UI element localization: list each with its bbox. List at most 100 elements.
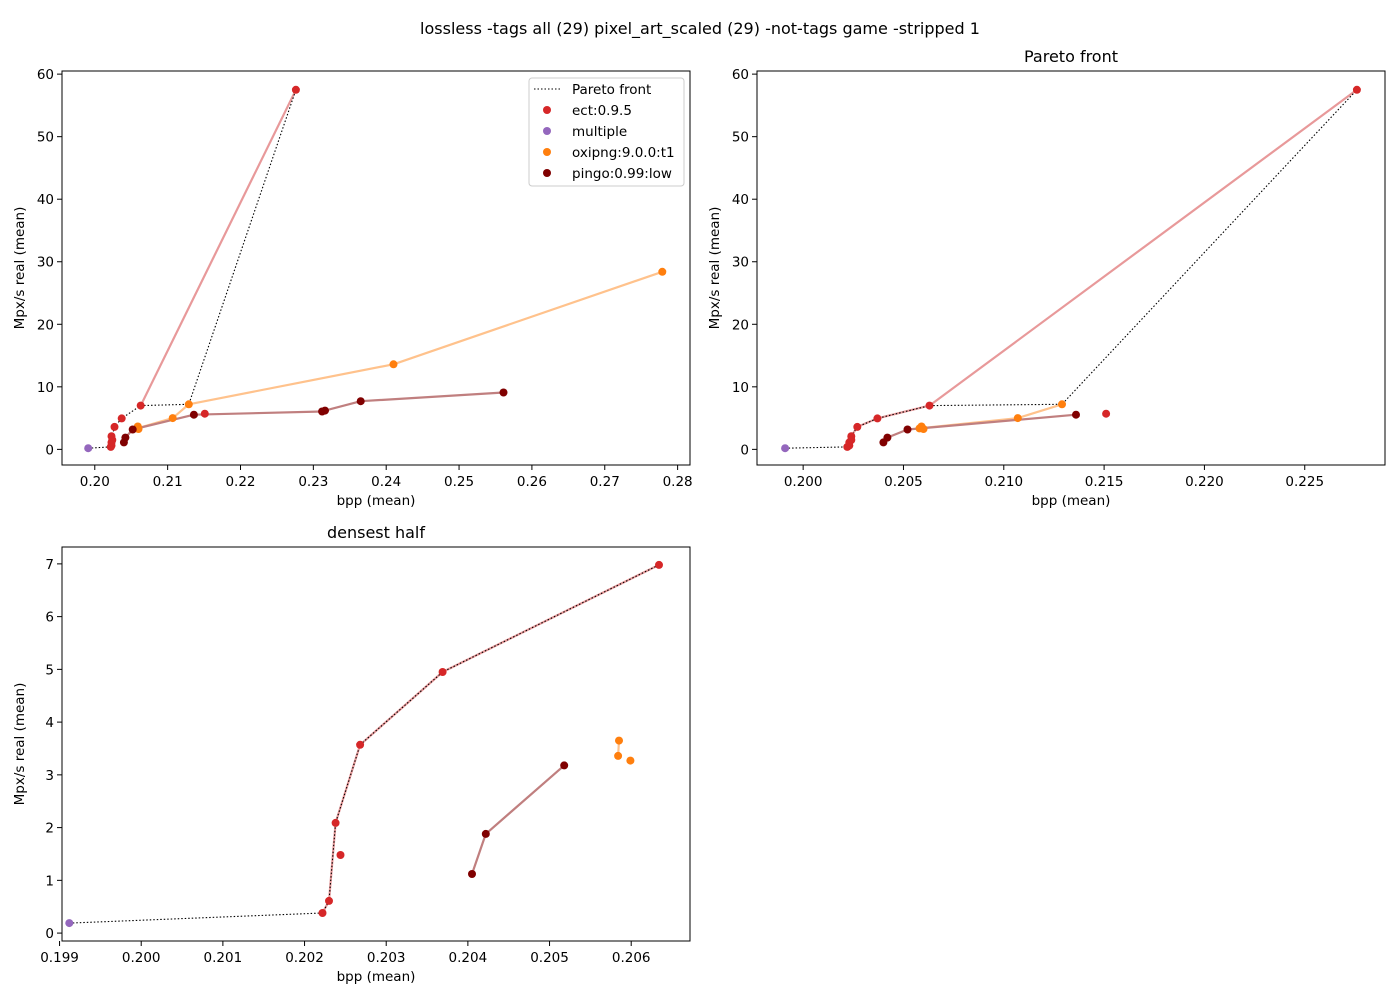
x-tick-label: 0.22 [225, 474, 255, 490]
plot-frame [756, 70, 1386, 466]
point-oxipng [614, 751, 623, 760]
point-ect [325, 896, 333, 905]
y-tick-label: 6 [45, 610, 54, 626]
plot-area [65, 560, 663, 928]
legend-marker-multiple [543, 127, 551, 135]
series-line-pingo [882, 413, 1077, 444]
point-ect [1352, 85, 1361, 94]
series-line-oxipng [919, 403, 1063, 430]
x-tick-label: 0.21 [153, 474, 183, 490]
x-tick-label: 0.205 [884, 474, 923, 490]
plot-1: 0.20 0.21 0.22 0.23 0.24 0.25 0.26 0.27 0.28 0 10 2… [12, 67, 693, 509]
pareto-front-line [69, 564, 660, 924]
x-tick-label: 0.28 [663, 474, 693, 490]
y-tick-label: 0 [45, 442, 54, 458]
x-tick-label: 0.202 [285, 950, 324, 966]
series-line-ect [846, 88, 1358, 448]
point-pingo [1072, 410, 1080, 419]
y-tick-label: 30 [37, 255, 54, 271]
point-oxipng [184, 400, 193, 409]
legend-label-ect: ect:0.9.5 [572, 103, 632, 119]
x-tick-label: 0.24 [371, 474, 401, 490]
series-line-ect [139, 89, 297, 407]
point-oxipng [615, 736, 623, 745]
point-oxipng [389, 360, 398, 369]
point-multiple [84, 444, 93, 453]
legend-label-pingo: pingo:0.99:low [572, 166, 672, 182]
point-ect [853, 422, 862, 431]
point-ect [110, 422, 119, 431]
plot-area [84, 85, 667, 453]
point-ect [356, 740, 365, 749]
point-pingo [499, 388, 508, 397]
point-pingo [128, 425, 137, 434]
x-tick-label: 0.220 [1185, 474, 1224, 490]
y-tick-label: 60 [732, 67, 749, 83]
y-tick-label: 1 [45, 873, 54, 889]
x-tick-label: 0.205 [530, 950, 569, 966]
pareto-front-line [88, 89, 297, 449]
point-oxipng [919, 425, 928, 433]
legend-box [528, 77, 685, 187]
point-pingo [481, 829, 490, 838]
x-axis-label: bpp (mean) [1032, 493, 1111, 509]
x-tick-label: 0.26 [517, 474, 547, 490]
plot-frame [61, 70, 691, 466]
legend-marker-ect [543, 106, 551, 114]
y-axis-label: Mpx/s real (mean) [707, 207, 723, 330]
y-tick-label: 10 [732, 380, 749, 396]
point-pingo [560, 761, 569, 770]
y-tick-label: 0 [740, 442, 749, 458]
x-tick-label: 0.27 [590, 474, 620, 490]
point-ect [1102, 409, 1111, 418]
x-tick-label: 0.20 [80, 474, 110, 490]
point-oxipng [168, 414, 177, 423]
x-tick-label: 0.23 [298, 474, 328, 490]
point-ect [925, 401, 934, 410]
y-tick-label: 5 [45, 662, 54, 678]
y-tick-label: 40 [732, 192, 749, 208]
point-pingo [903, 425, 912, 434]
x-tick-label: 0.201 [204, 950, 243, 966]
plot-2: 0.200 0.205 0.210 0.215 0.220 0.225 0 10 20 30 40 5… [707, 47, 1386, 509]
point-multiple [65, 919, 74, 928]
point-ect [117, 414, 126, 423]
plot-frame [61, 546, 691, 942]
y-tick-label: 10 [37, 380, 54, 396]
y-tick-label: 30 [732, 255, 749, 271]
x-tick-label: 0.25 [444, 474, 474, 490]
point-ect [331, 818, 340, 827]
y-tick-label: 7 [45, 557, 54, 573]
point-pingo [321, 406, 329, 415]
point-oxipng [658, 267, 667, 276]
y-tick-label: 50 [37, 130, 54, 146]
point-oxipng [134, 425, 143, 433]
x-tick-label: 0.225 [1285, 474, 1324, 490]
y-tick-label: 3 [45, 768, 54, 784]
point-ect [136, 401, 145, 410]
point-oxipng [1013, 414, 1022, 423]
y-tick-label: 2 [45, 821, 54, 837]
series-line-pingo [122, 391, 504, 443]
plot-title: densest half [327, 523, 425, 542]
point-oxipng [1058, 400, 1066, 409]
point-ect [873, 414, 882, 423]
plots: 0.20 0.21 0.22 0.23 0.24 0.25 0.26 0.27 0.280102… [12, 47, 1386, 985]
point-ect [291, 85, 300, 94]
plot-area [781, 85, 1361, 453]
x-tick-label: 0.210 [984, 474, 1023, 490]
point-ect [336, 851, 345, 859]
point-oxipng [626, 756, 635, 765]
legend-label-front: Pareto front [572, 82, 651, 98]
y-axis-label: Mpx/s real (mean) [12, 683, 28, 806]
point-ect [655, 560, 663, 569]
legend-marker-oxipng [543, 148, 551, 156]
point-ect [108, 436, 117, 444]
point-pingo [356, 397, 365, 406]
y-axis-label: Mpx/s real (mean) [12, 207, 28, 330]
point-multiple [781, 444, 790, 453]
point-pingo [883, 433, 892, 442]
point-pingo [121, 433, 130, 442]
point-pingo [189, 410, 198, 419]
point-ect [847, 436, 856, 444]
